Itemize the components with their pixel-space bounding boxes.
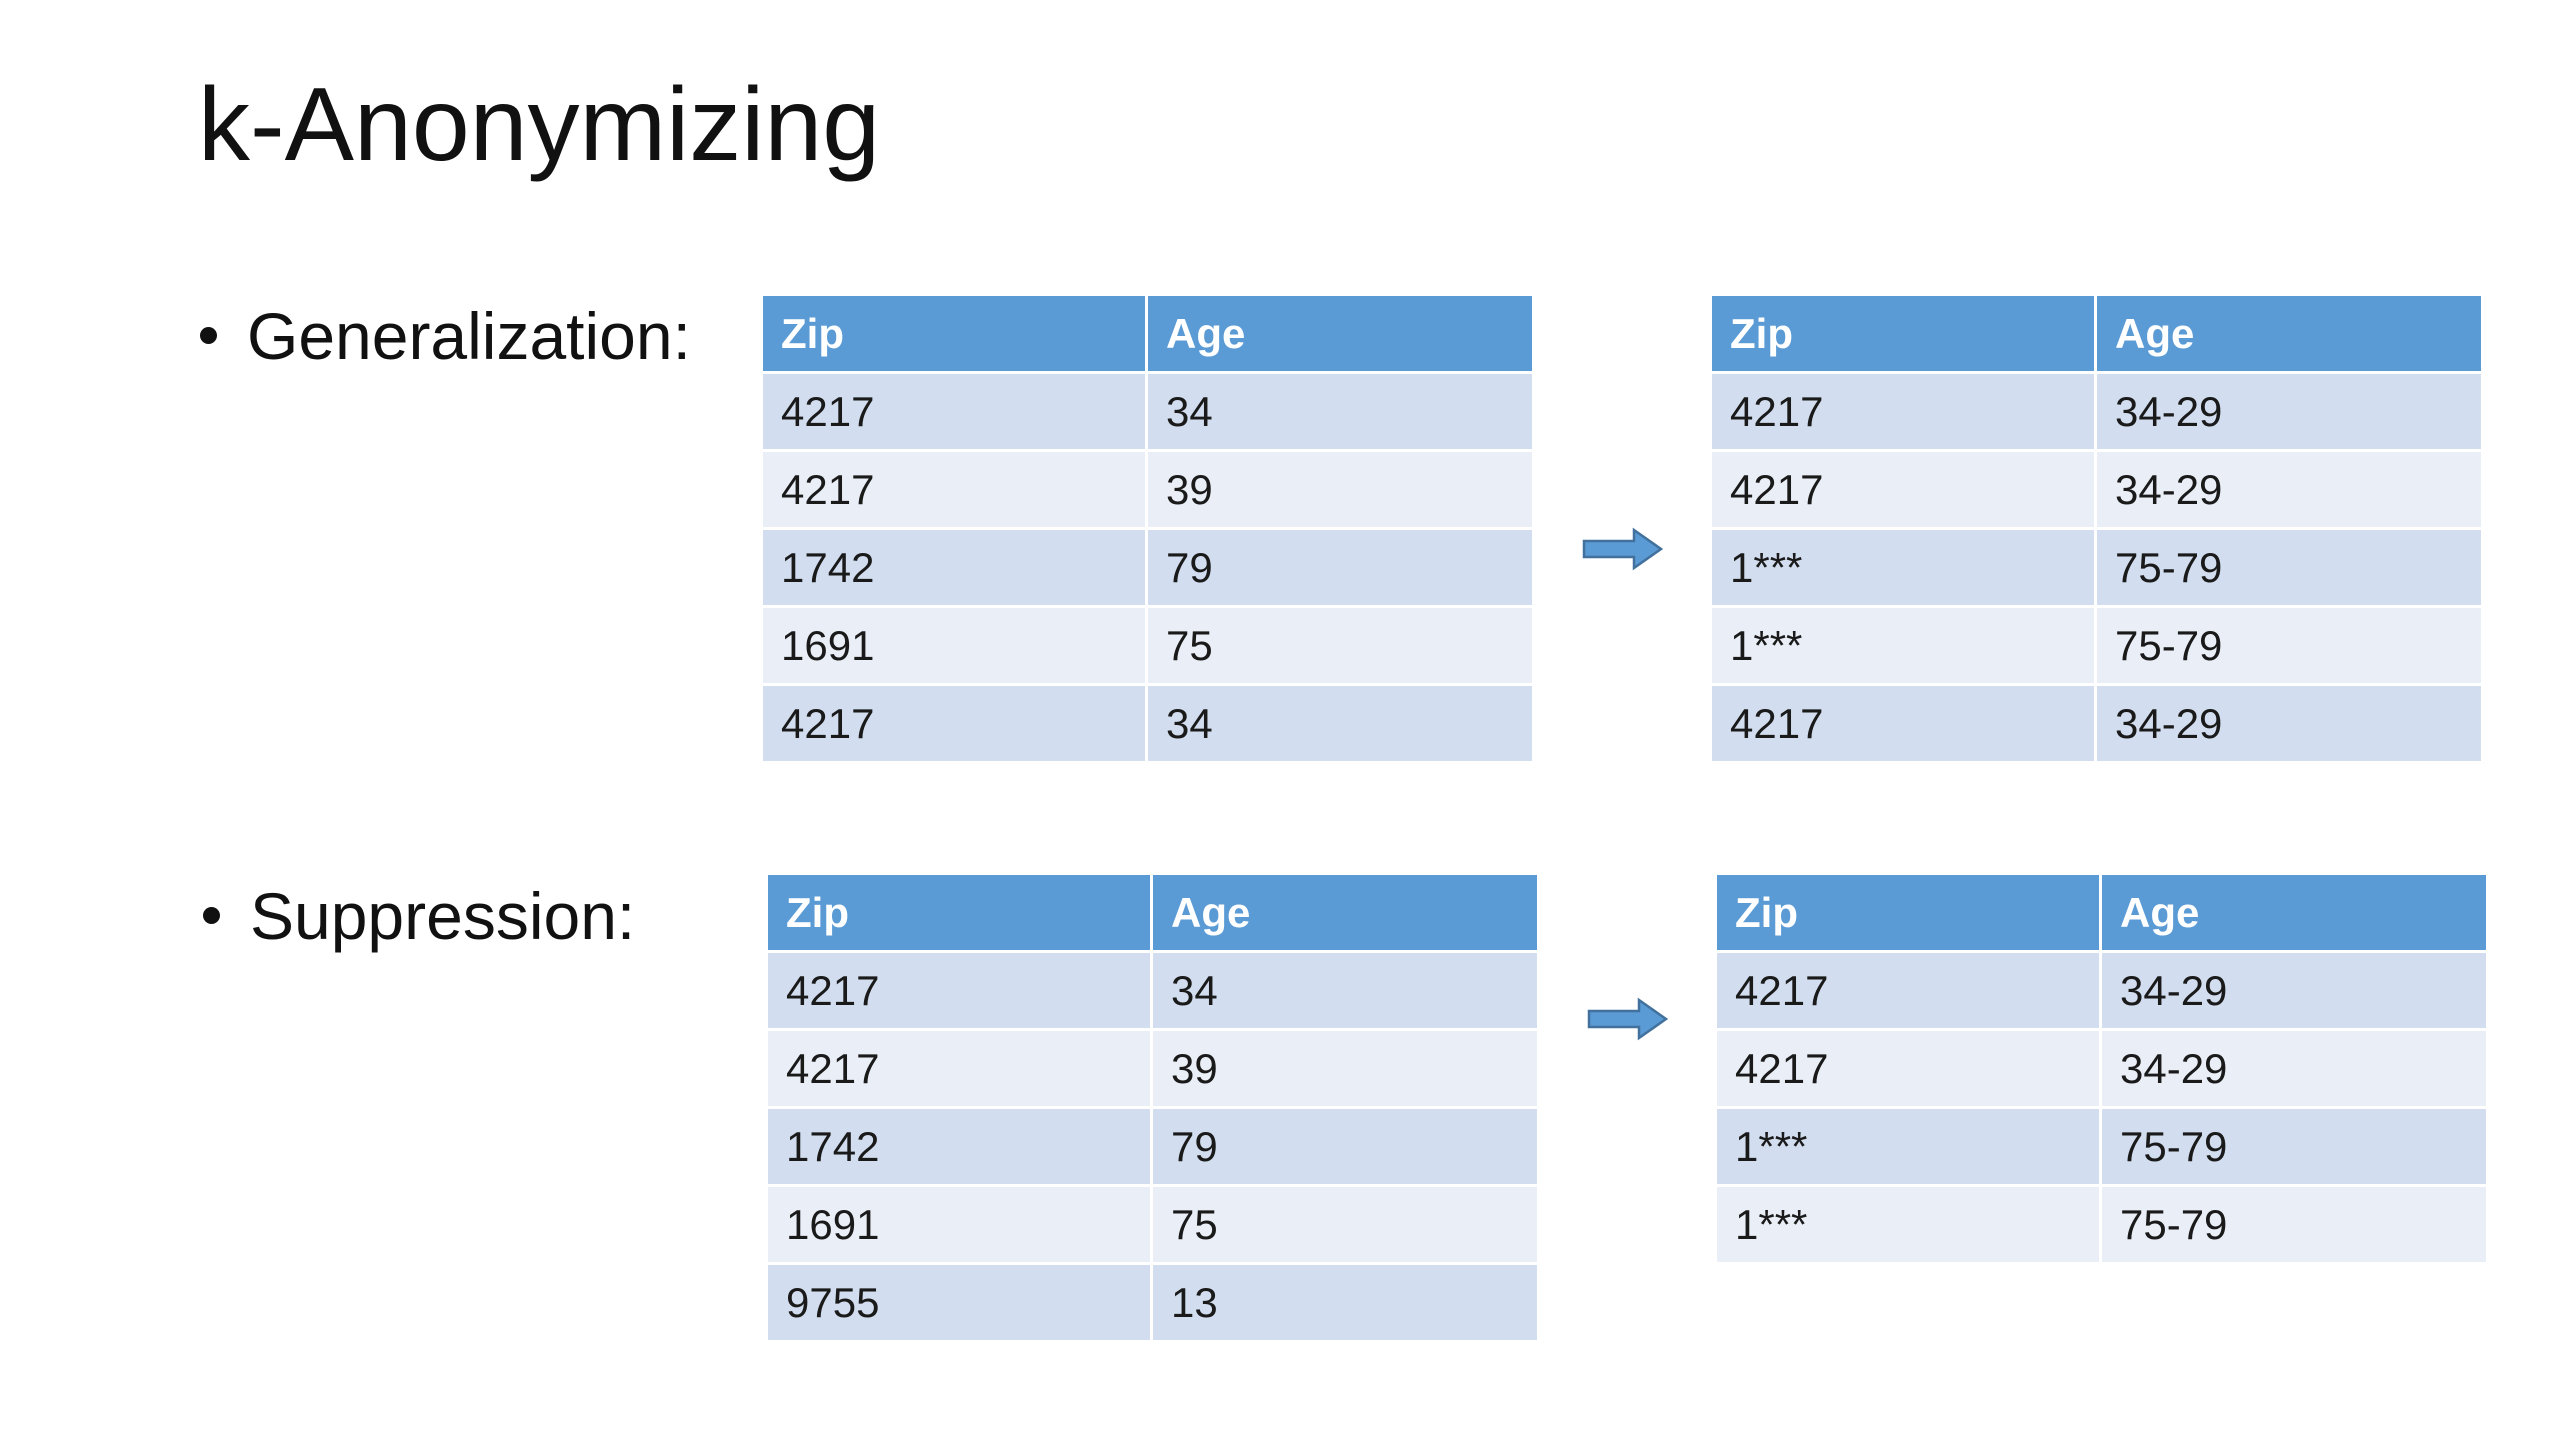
table-row: 4217 34 bbox=[763, 374, 1532, 449]
zip-header: Zip bbox=[1717, 875, 2099, 950]
table-row: 1691 75 bbox=[768, 1187, 1537, 1262]
zip-cell: 4217 bbox=[768, 1031, 1150, 1106]
zip-cell: 4217 bbox=[763, 686, 1145, 761]
age-cell: 75-79 bbox=[2097, 530, 2481, 605]
table-row: 4217 39 bbox=[763, 452, 1532, 527]
bullet-dot-icon bbox=[203, 907, 220, 925]
zip-cell: 4217 bbox=[1717, 1031, 2099, 1106]
age-cell: 34-29 bbox=[2097, 452, 2481, 527]
zip-cell: 1742 bbox=[763, 530, 1145, 605]
age-header: Age bbox=[1153, 875, 1537, 950]
zip-header: Zip bbox=[763, 296, 1145, 371]
table-row: 9755 13 bbox=[768, 1265, 1537, 1340]
table-header-row: Zip Age bbox=[1717, 875, 2486, 950]
age-cell: 34-29 bbox=[2102, 1031, 2486, 1106]
table-row: 4217 34-29 bbox=[1717, 1031, 2486, 1106]
zip-header: Zip bbox=[1712, 296, 2094, 371]
table-header-row: Zip Age bbox=[768, 875, 1537, 950]
zip-cell: 1691 bbox=[763, 608, 1145, 683]
age-cell: 34-29 bbox=[2102, 953, 2486, 1028]
suppression-anonymized-table: Zip Age 4217 34-29 4217 34-29 1*** 75-79 1*… bbox=[1714, 872, 2489, 1265]
right-arrow-icon bbox=[1587, 997, 1669, 1041]
bullet-suppression: Suppression: bbox=[203, 883, 635, 949]
age-cell: 79 bbox=[1148, 530, 1532, 605]
generalization-anonymized-table: Zip Age 4217 34-29 4217 34-29 1*** 75-79 1*… bbox=[1709, 293, 2484, 764]
zip-header: Zip bbox=[768, 875, 1150, 950]
table-header-row: Zip Age bbox=[1712, 296, 2481, 371]
bullet-dot-icon bbox=[200, 327, 217, 345]
table-row: 4217 34-29 bbox=[1712, 686, 2481, 761]
age-cell: 34 bbox=[1148, 686, 1532, 761]
table-row: 1742 79 bbox=[768, 1109, 1537, 1184]
age-cell: 79 bbox=[1153, 1109, 1537, 1184]
zip-cell: 4217 bbox=[763, 452, 1145, 527]
table-row: 1742 79 bbox=[763, 530, 1532, 605]
age-cell: 75 bbox=[1148, 608, 1532, 683]
table-row: 4217 34 bbox=[763, 686, 1532, 761]
table-row: 1*** 75-79 bbox=[1712, 530, 2481, 605]
zip-cell: 4217 bbox=[1712, 452, 2094, 527]
table-row: 1*** 75-79 bbox=[1717, 1187, 2486, 1262]
zip-cell: 1*** bbox=[1717, 1109, 2099, 1184]
table-row: 4217 34-29 bbox=[1712, 452, 2481, 527]
age-cell: 13 bbox=[1153, 1265, 1537, 1340]
zip-cell: 4217 bbox=[1712, 686, 2094, 761]
age-header: Age bbox=[2102, 875, 2486, 950]
age-cell: 75 bbox=[1153, 1187, 1537, 1262]
zip-cell: 4217 bbox=[763, 374, 1145, 449]
zip-cell: 1*** bbox=[1712, 608, 2094, 683]
zip-cell: 4217 bbox=[768, 953, 1150, 1028]
zip-cell: 4217 bbox=[1712, 374, 2094, 449]
age-cell: 39 bbox=[1148, 452, 1532, 527]
table-row: 1*** 75-79 bbox=[1717, 1109, 2486, 1184]
zip-cell: 1691 bbox=[768, 1187, 1150, 1262]
zip-cell: 1*** bbox=[1712, 530, 2094, 605]
right-arrow-icon bbox=[1582, 527, 1664, 571]
zip-cell: 1742 bbox=[768, 1109, 1150, 1184]
age-cell: 39 bbox=[1153, 1031, 1537, 1106]
table-row: 1*** 75-79 bbox=[1712, 608, 2481, 683]
table-row: 1691 75 bbox=[763, 608, 1532, 683]
generalization-original-table: Zip Age 4217 34 4217 39 1742 79 1691 75 4217… bbox=[760, 293, 1535, 764]
age-cell: 34-29 bbox=[2097, 374, 2481, 449]
age-cell: 34 bbox=[1148, 374, 1532, 449]
slide-title: k-Anonymizing bbox=[198, 67, 881, 183]
zip-cell: 4217 bbox=[1717, 953, 2099, 1028]
suppression-original-table: Zip Age 4217 34 4217 39 1742 79 1691 75 9755… bbox=[765, 872, 1540, 1343]
zip-cell: 9755 bbox=[768, 1265, 1150, 1340]
bullet-label: Generalization: bbox=[247, 299, 691, 373]
age-cell: 34-29 bbox=[2097, 686, 2481, 761]
bullet-generalization: Generalization: bbox=[200, 303, 691, 369]
zip-cell: 1*** bbox=[1717, 1187, 2099, 1262]
table-header-row: Zip Age bbox=[763, 296, 1532, 371]
table-row: 4217 34-29 bbox=[1717, 953, 2486, 1028]
table-row: 4217 34 bbox=[768, 953, 1537, 1028]
age-cell: 75-79 bbox=[2097, 608, 2481, 683]
table-row: 4217 34-29 bbox=[1712, 374, 2481, 449]
age-header: Age bbox=[2097, 296, 2481, 371]
table-row: 4217 39 bbox=[768, 1031, 1537, 1106]
age-cell: 75-79 bbox=[2102, 1187, 2486, 1262]
bullet-label: Suppression: bbox=[250, 879, 636, 953]
age-header: Age bbox=[1148, 296, 1532, 371]
age-cell: 75-79 bbox=[2102, 1109, 2486, 1184]
age-cell: 34 bbox=[1153, 953, 1537, 1028]
